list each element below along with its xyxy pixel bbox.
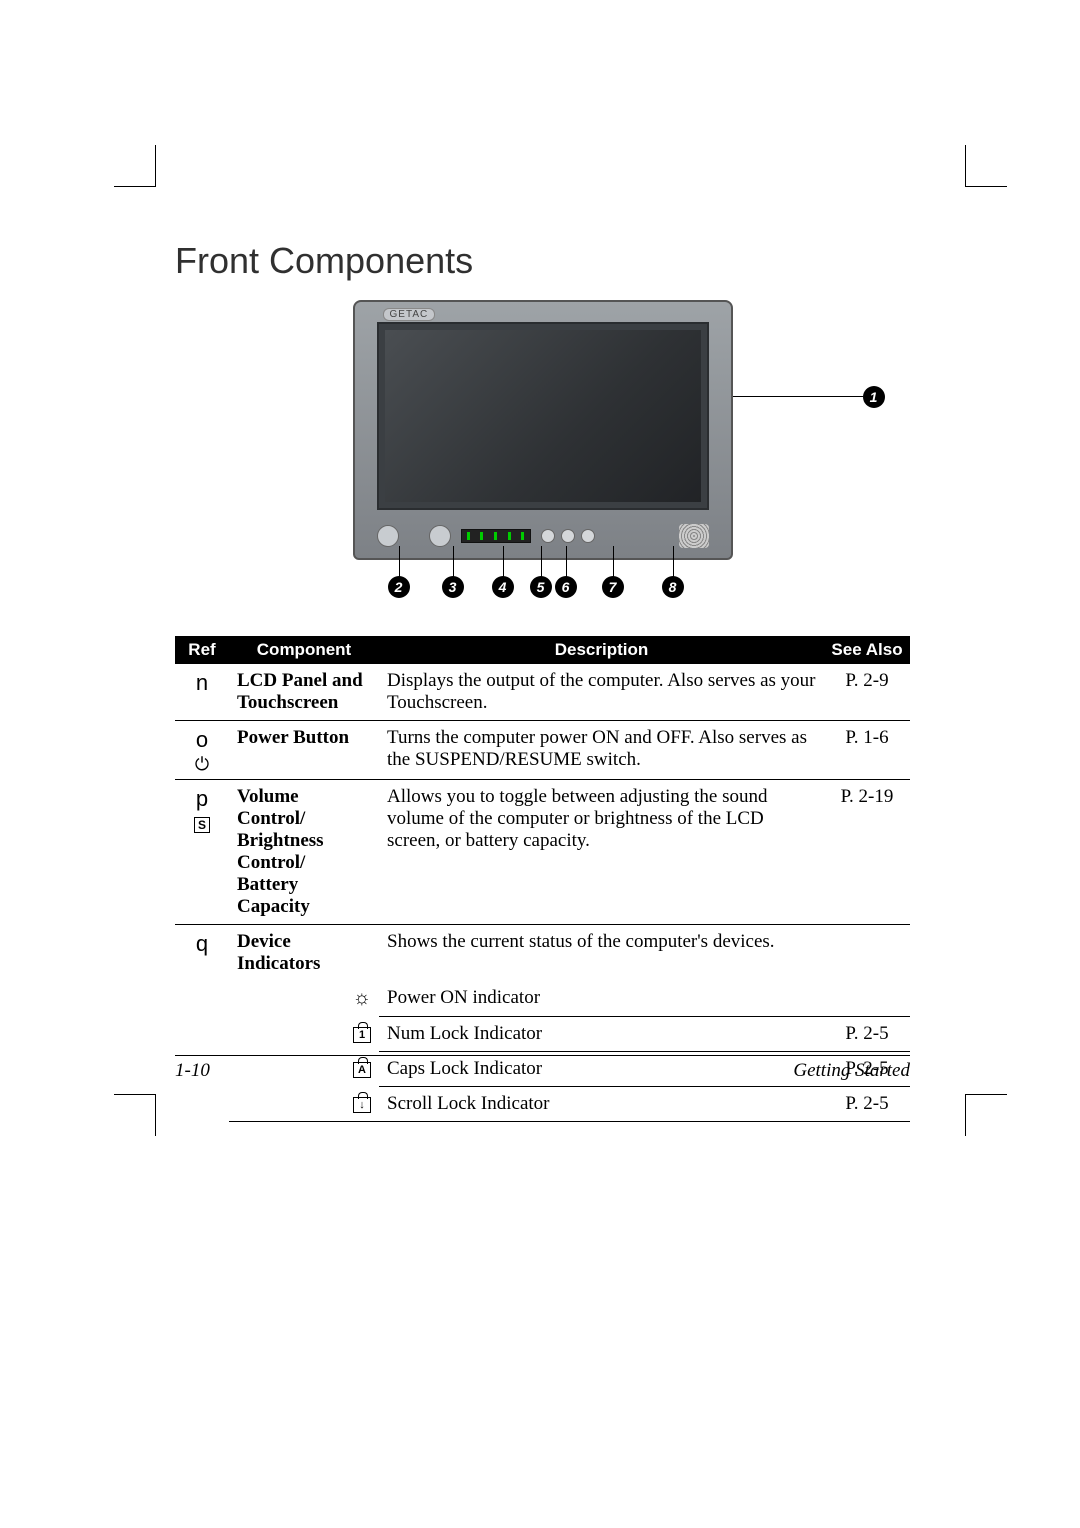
header-component: Component	[229, 636, 379, 664]
see-also-cell: P. 2-9	[824, 664, 910, 721]
callout-line	[733, 396, 863, 397]
crop-mark	[114, 1094, 156, 1095]
table-row: n LCD Panel and Touchscreen Displays the…	[175, 664, 910, 721]
page-number-right: Getting Started	[793, 1060, 910, 1082]
ref-letter: n	[196, 670, 208, 695]
indicator-icon-cell: ↓	[229, 1086, 379, 1121]
component-cell: Volume Control/ Brightness Control/ Batt…	[229, 780, 379, 925]
indicator-row: ↓ Scroll Lock Indicator P. 2-5	[175, 1086, 910, 1121]
footer-rule	[175, 1055, 910, 1056]
header-description: Description	[379, 636, 824, 664]
indicator-row: 1 Num Lock Indicator P. 2-5	[175, 1016, 910, 1051]
crop-mark	[114, 186, 156, 187]
table-row: q Device Indicators Shows the current st…	[175, 925, 910, 982]
description-cell: Allows you to toggle between adjusting t…	[379, 780, 824, 925]
indicator-description: Power ON indicator	[379, 981, 824, 1016]
see-also-cell	[824, 925, 910, 982]
indicator-row: ☼ Power ON indicator	[175, 981, 910, 1016]
header-see-also: See Also	[824, 636, 910, 664]
device-leds	[541, 529, 595, 543]
callout-4: 4	[492, 576, 514, 598]
crop-mark	[155, 145, 156, 187]
description-cell: Displays the output of the computer. Als…	[379, 664, 824, 721]
table-row: o ⏻ Power Button Turns the computer powe…	[175, 721, 910, 780]
num-lock-indicator-icon: 1	[353, 1027, 371, 1043]
ref-letter: p	[196, 786, 208, 811]
device-brand-label: GETAC	[383, 308, 436, 321]
ref-cell: n	[175, 664, 229, 721]
ref-cell: p S	[175, 780, 229, 925]
component-cell: LCD Panel and Touchscreen	[229, 664, 379, 721]
page-title: Front Components	[175, 240, 910, 282]
device-screen-inner	[385, 330, 701, 502]
device-illustration: GETAC	[353, 300, 733, 560]
crop-mark	[965, 1094, 1007, 1095]
indicator-see-also: P. 2-5	[824, 1016, 910, 1051]
indicator-description: Num Lock Indicator	[379, 1016, 824, 1051]
crop-mark	[965, 1094, 966, 1136]
crop-mark	[965, 186, 1007, 187]
component-cell: Device Indicators	[229, 925, 379, 982]
device-led-bar	[461, 529, 531, 543]
s-box-icon: S	[183, 814, 221, 833]
power-icon: ⏻	[183, 755, 221, 773]
component-cell: Power Button	[229, 721, 379, 780]
ref-letter: q	[196, 931, 208, 956]
crop-mark	[155, 1094, 156, 1136]
callout-6: 6	[555, 576, 577, 598]
ref-cell: o ⏻	[175, 721, 229, 780]
power-on-indicator-icon: ☼	[353, 987, 371, 1009]
callout-8: 8	[662, 576, 684, 598]
description-cell: Shows the current status of the computer…	[379, 925, 824, 982]
crop-mark	[965, 145, 966, 187]
callout-7: 7	[602, 576, 624, 598]
header-ref: Ref	[175, 636, 229, 664]
bottom-callouts: 2 3 4 5 6 7 8	[283, 546, 803, 592]
page-number-left: 1-10	[175, 1060, 210, 1082]
indicator-description: Scroll Lock Indicator	[379, 1086, 824, 1121]
device-button	[377, 525, 399, 547]
indicator-icon-cell: ☼	[229, 981, 379, 1016]
callout-2: 2	[388, 576, 410, 598]
page-footer: 1-10 Getting Started	[175, 1060, 910, 1082]
table-header-row: Ref Component Description See Also	[175, 636, 910, 664]
description-cell: Turns the computer power ON and OFF. Als…	[379, 721, 824, 780]
components-table: Ref Component Description See Also n LCD…	[175, 636, 910, 1122]
indicator-see-also: P. 2-5	[824, 1086, 910, 1121]
indicator-see-also	[824, 981, 910, 1016]
callout-1: 1	[863, 386, 885, 408]
device-screen	[377, 322, 709, 510]
device-controls	[377, 524, 709, 548]
device-diagram: GETAC 1 2 3 4 5 6	[283, 300, 803, 620]
ref-letter: o	[196, 727, 208, 752]
callout-5: 5	[530, 576, 552, 598]
device-button	[429, 525, 451, 547]
indicator-icon-cell: 1	[229, 1016, 379, 1051]
see-also-cell: P. 2-19	[824, 780, 910, 925]
device-speaker	[679, 524, 709, 548]
page-content: Front Components GETAC 1 2 3 4	[175, 240, 910, 1122]
see-also-cell: P. 1-6	[824, 721, 910, 780]
table-row: p S Volume Control/ Brightness Control/ …	[175, 780, 910, 925]
ref-cell: q	[175, 925, 229, 982]
scroll-lock-indicator-icon: ↓	[353, 1097, 371, 1113]
callout-3: 3	[442, 576, 464, 598]
